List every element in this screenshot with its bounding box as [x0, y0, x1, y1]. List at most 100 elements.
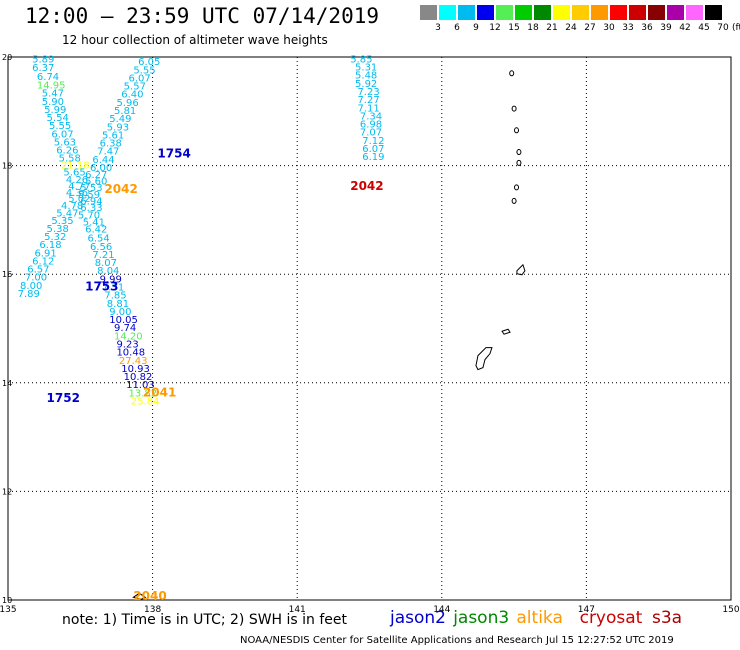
wave-height-value: 14.95 [37, 80, 66, 91]
wave-height-value: 25.84 [131, 397, 160, 408]
wave-height-value: 6.74 [37, 72, 59, 83]
legend-swatch [705, 5, 722, 20]
legend-label: 12 [489, 23, 501, 33]
wave-height-value: 7.00 [25, 273, 47, 284]
wave-height-value: 9.23 [116, 340, 138, 351]
island-outline [516, 263, 526, 276]
wave-height-value: 5.70 [78, 210, 100, 221]
wave-height-value: 5.35 [51, 216, 73, 227]
wave-height-value: 9.74 [114, 323, 136, 334]
island-outline [511, 105, 517, 112]
wave-height-value: 5.54 [47, 113, 69, 124]
legend-swatch [515, 5, 532, 20]
wave-height-value: 5.93 [107, 122, 129, 133]
wave-height-value: 7.89 [18, 289, 40, 300]
lon-tick-label: 138 [144, 605, 161, 615]
wave-height-value: 4.26 [66, 175, 88, 186]
wave-height-value: 7.27 [357, 95, 379, 106]
pass-time-label: 1754 [157, 146, 190, 160]
lon-tick-label: 135 [0, 605, 17, 615]
legend-label: 9 [473, 23, 479, 33]
legend-swatch [458, 5, 475, 20]
wave-height-value: 5.60 [85, 177, 107, 188]
wave-height-value: 5.32 [44, 232, 66, 243]
legend-swatch [477, 5, 494, 20]
legend-swatch [553, 5, 570, 20]
lat-tick-label: 18 [2, 162, 12, 171]
lon-tick-label: 144 [433, 605, 450, 615]
wave-height-value: 5.61 [102, 130, 124, 141]
wave-height-value: 11.03 [126, 380, 155, 391]
wave-height-value: 6.18 [39, 240, 61, 251]
wave-height-value: 5.31 [355, 63, 377, 74]
legend-label: 33 [622, 23, 634, 33]
wave-height-value: 6.05 [138, 57, 160, 68]
island-outline [475, 347, 493, 371]
satellite-name: s3a [652, 608, 683, 628]
wave-height-value: 5.63 [54, 138, 76, 149]
lat-tick-label: 14 [2, 379, 12, 388]
wave-height-value: 8.81 [107, 299, 129, 310]
wave-height-value: 6.07 [362, 144, 384, 155]
wave-height-value: 7.07 [360, 128, 382, 139]
legend-swatch [439, 5, 456, 20]
wave-height-value: 5.59 [78, 190, 100, 201]
lat-tick-label: 16 [2, 270, 12, 279]
legend-label: 18 [527, 23, 539, 33]
legend-swatch [534, 5, 551, 20]
satellite-name: jason3 [453, 608, 510, 628]
wave-height-value: 7.85 [104, 291, 126, 302]
wave-height-value: 6.91 [35, 248, 57, 259]
legend-label: 15 [508, 23, 520, 33]
wave-height-value: 6.07 [129, 73, 151, 84]
wave-height-value: 5.99 [44, 105, 66, 116]
wave-height-value: 6.12 [32, 256, 54, 267]
wave-height-value: 6.57 [27, 265, 49, 276]
wave-height-value: 7.34 [360, 111, 382, 122]
wave-height-value: 27.43 [119, 356, 148, 367]
wave-height-value: 5.96 [116, 98, 138, 109]
lon-tick-label: 147 [578, 605, 595, 615]
satellite-name: jason2 [390, 608, 446, 628]
pass-time-label: 2041 [143, 385, 176, 399]
wave-height-value: 6.98 [360, 120, 382, 131]
map-frame [7, 56, 732, 601]
satellite-name: altika [516, 608, 563, 628]
legend-label: 39 [660, 23, 672, 33]
wave-height-value: 5.53 [80, 183, 102, 194]
pass-time-label: 2042 [104, 182, 137, 196]
wave-height-value: 10.05 [109, 315, 138, 326]
wave-height-value: 10.48 [116, 348, 145, 359]
wave-height-value: 6.27 [85, 170, 107, 181]
wave-height-value: 9.00 [109, 307, 131, 318]
wave-height-value: 10.82 [124, 372, 153, 383]
credit-line: NOAA/NESDIS Center for Satellite Applica… [240, 635, 674, 646]
wave-height-value: 5.90 [42, 97, 64, 108]
island-outline [511, 197, 517, 204]
legend-label: 36 [641, 23, 653, 33]
legend-label: 24 [565, 23, 577, 33]
wave-height-value: 6.33 [80, 203, 102, 214]
island-outline [514, 127, 520, 134]
wave-height-value: 21.18 [61, 160, 90, 171]
legend-swatch [648, 5, 665, 20]
wave-height-value: 5.92 [355, 79, 377, 90]
wave-height-value: 6.19 [362, 152, 384, 163]
wave-height-value: 5.47 [42, 89, 64, 100]
lon-tick-label: 150 [722, 605, 739, 615]
pass-time-label: 2042 [350, 179, 383, 193]
wave-height-value: 5.58 [59, 153, 81, 164]
wave-height-value: 6.94 [80, 197, 102, 208]
map-subtitle: 12 hour collection of altimeter wave hei… [62, 33, 328, 47]
wave-height-value: 7.31 [102, 282, 124, 293]
wave-height-value: 6.44 [92, 155, 114, 166]
legend-label: 27 [584, 23, 596, 33]
wave-height-value: 6.26 [56, 146, 78, 157]
wave-height-value: 6.42 [85, 224, 107, 235]
legend-label: 6 [454, 23, 460, 33]
wave-height-value: 10.93 [121, 364, 150, 375]
wave-height-value: 5.89 [32, 54, 54, 65]
wave-height-value: 4.36 [66, 188, 88, 199]
wave-height-value: 4.78 [61, 201, 83, 212]
